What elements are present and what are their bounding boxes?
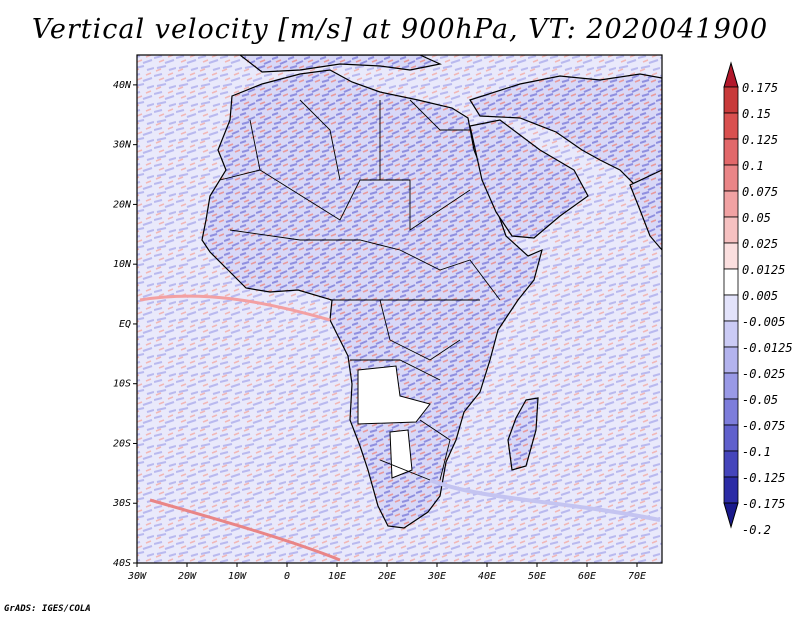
- colorbar-swatch: [723, 424, 739, 452]
- colorbar-label: 0.075: [742, 185, 778, 199]
- missing-data-patch-2: [389, 429, 413, 479]
- lon-label: 0: [284, 571, 290, 582]
- lat-label: 40S: [113, 558, 131, 569]
- map-figure: 40N 30N 20N 10N EQ 10S 20S 30S 40S 30W 20W 10W 0 10E…: [112, 54, 793, 582]
- colorbar-swatch: [723, 242, 739, 270]
- colorbar-swatch: [723, 216, 739, 244]
- colorbar-swatch: [723, 320, 739, 348]
- pressure-streak-3: [429, 478, 661, 522]
- lon-label: 30W: [127, 571, 147, 582]
- lat-label: 20N: [113, 199, 132, 210]
- lon-label: 70E: [628, 571, 646, 582]
- colorbar-swatch: [723, 294, 739, 322]
- arabian-peninsula: [469, 119, 589, 239]
- colorbar-label: 0.025: [742, 237, 778, 251]
- europe-landmass: [239, 55, 442, 73]
- colorbar-swatch: [723, 268, 739, 296]
- colorbar-label: -0.075: [742, 419, 785, 433]
- colorbar-label: 0.175: [742, 81, 778, 95]
- colorbar-swatch: [723, 138, 739, 166]
- india-landmass: [629, 169, 662, 251]
- lat-label: 30N: [112, 140, 132, 151]
- colorbar-arrow-bottom: [723, 502, 739, 529]
- colorbar-label: 0.005: [742, 289, 778, 303]
- colorbar-swatch: [723, 476, 739, 504]
- colorbar-label: 0.125: [742, 133, 778, 147]
- lon-label: 30E: [427, 571, 446, 582]
- lat-label: 10N: [113, 259, 132, 270]
- africa-landmass: [201, 69, 543, 529]
- lat-label: 30S: [112, 498, 131, 509]
- missing-data-patch: [357, 365, 431, 425]
- pressure-streak-2: [149, 498, 341, 562]
- colorbar-swatch: [723, 372, 739, 400]
- colorbar-swatch: [723, 164, 739, 192]
- lon-label: 10E: [328, 571, 346, 582]
- colorbar-swatch: [723, 190, 739, 218]
- colorbar-label: -0.0125: [742, 341, 793, 355]
- chart-title: Vertical velocity [m/s] at 900hPa, VT: 2…: [31, 14, 769, 45]
- pressure-streak: [139, 294, 331, 322]
- colorbar-label: 0.0125: [742, 263, 785, 277]
- colorbar-label: -0.05: [742, 393, 778, 407]
- colorbar-swatch: [723, 112, 739, 140]
- lon-label: 40E: [478, 571, 496, 582]
- credit-text: GrADS: IGES/COLA: [4, 604, 91, 614]
- colorbar-label: -0.005: [742, 315, 785, 329]
- colorbar-label: -0.025: [742, 367, 785, 381]
- colorbar-label: -0.1: [742, 445, 771, 459]
- colorbar-label: -0.2: [742, 523, 771, 537]
- madagascar: [507, 397, 539, 471]
- colorbar-label: 0.05: [742, 211, 771, 225]
- colorbar-label: -0.125: [742, 471, 785, 485]
- lat-label: 20S: [113, 438, 131, 449]
- colorbar-label: -0.175: [742, 497, 785, 511]
- colorbar-swatch: [723, 346, 739, 374]
- map-frame: [136, 54, 663, 564]
- colorbar-swatch: [723, 398, 739, 426]
- colorbar-swatch: [723, 450, 739, 478]
- colorbar-label: 0.15: [742, 107, 771, 121]
- lon-label: 60E: [578, 571, 596, 582]
- lon-label: 20W: [178, 571, 197, 582]
- lon-label: 50E: [528, 571, 546, 582]
- lat-label: 40N: [113, 80, 132, 91]
- lat-label: EQ: [119, 319, 131, 330]
- colorbar-label: 0.1: [742, 159, 764, 173]
- lat-label: 10S: [113, 379, 131, 390]
- country-borders: [219, 99, 501, 481]
- colorbar-swatch: [723, 86, 739, 114]
- lon-label: 10W: [228, 571, 247, 582]
- colorbar-arrow-top: [723, 61, 739, 88]
- lon-label: 20E: [378, 571, 396, 582]
